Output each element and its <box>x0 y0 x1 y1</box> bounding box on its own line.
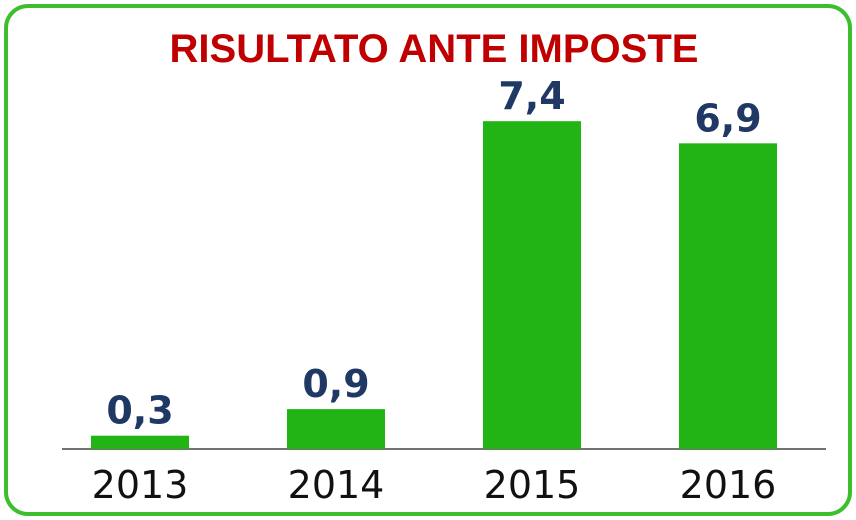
frame <box>4 4 852 516</box>
bar <box>91 435 189 449</box>
value-label: 0,9 <box>302 362 369 406</box>
x-tick-label: 2016 <box>680 463 777 507</box>
bar <box>483 121 581 450</box>
x-tick-label: 2013 <box>92 463 189 507</box>
x-tick-label: 2014 <box>288 463 385 507</box>
value-label: 6,9 <box>694 96 761 140</box>
value-label: 7,4 <box>498 74 565 118</box>
chart-title: RISULTATO ANTE IMPOSTE <box>170 27 699 71</box>
bar <box>287 409 385 449</box>
x-tick-label: 2015 <box>484 463 581 507</box>
bar <box>679 143 777 449</box>
value-label: 0,3 <box>106 389 173 433</box>
